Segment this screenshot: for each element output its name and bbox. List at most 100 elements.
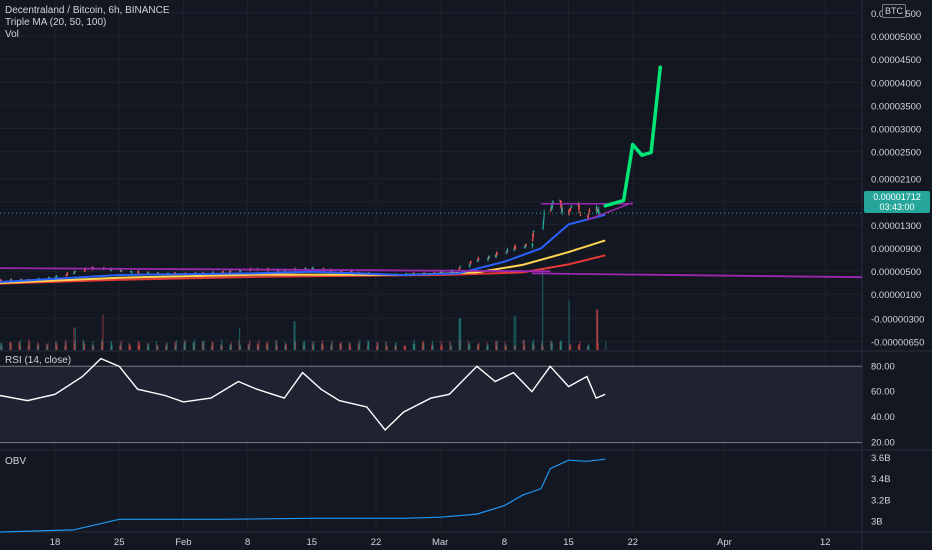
volume-bar: [37, 343, 39, 350]
volume-bar: [320, 343, 323, 350]
volume-bar: [531, 342, 534, 350]
time-axis-tick: 12: [820, 537, 831, 548]
volume-bar: [311, 342, 313, 350]
price-axis-tick: 0.00000500: [871, 267, 921, 278]
candle-body: [477, 258, 480, 260]
volume-bar: [330, 343, 332, 350]
volume-bar: [394, 345, 396, 350]
volume-bar: [166, 343, 168, 350]
candle-body: [222, 272, 225, 274]
volume-bar: [404, 345, 406, 350]
volume-bar: [496, 341, 498, 350]
obv-label[interactable]: OBV: [5, 456, 27, 467]
volume-bar: [569, 343, 571, 350]
volume-bar: [514, 345, 516, 350]
rsi-band-fill: [0, 366, 862, 443]
candle-body: [229, 271, 232, 272]
candle-body: [560, 202, 563, 209]
volume-bar: [83, 342, 85, 350]
volume-bar: [321, 340, 324, 350]
volume-bar: [597, 342, 599, 350]
rsi-label[interactable]: RSI (14, close): [5, 355, 72, 366]
volume-bar: [441, 346, 443, 350]
candle-body: [74, 270, 76, 273]
volume-bar: [221, 346, 223, 350]
volume-label[interactable]: Vol: [5, 29, 19, 40]
volume-bar: [449, 341, 451, 350]
volume-bar: [542, 346, 544, 350]
volume-bar: [111, 344, 113, 350]
candle-body: [130, 271, 133, 273]
volume-bar: [460, 318, 462, 350]
volume-bar: [367, 340, 370, 350]
candle-body: [350, 271, 353, 273]
volume-bar: [110, 346, 112, 350]
volume-bar: [513, 315, 515, 350]
candle-body: [561, 208, 563, 213]
volume-bar: [303, 345, 305, 350]
volume-bar: [569, 345, 571, 350]
volume-bar: [55, 340, 57, 350]
volume-bar: [395, 345, 398, 350]
candle-body: [596, 208, 599, 211]
volume-bar: [440, 345, 442, 350]
volume-bar: [248, 343, 250, 350]
volume-bar: [18, 341, 20, 350]
volume-bar: [339, 343, 341, 350]
volume-bar: [294, 342, 297, 350]
volume-bar: [331, 340, 333, 350]
price-axis-tick: 0.00005000: [871, 32, 921, 43]
volume-bar: [339, 342, 341, 350]
volume-bar: [532, 342, 534, 350]
time-axis-tick: Apr: [717, 537, 732, 548]
volume-bar: [459, 339, 461, 350]
volume-bar: [431, 345, 433, 350]
obv-axis-tick: 3B: [871, 516, 883, 527]
volume-bar: [275, 340, 277, 350]
volume-bar: [524, 345, 526, 350]
volume-bar: [266, 341, 269, 350]
time-axis-tick: Mar: [432, 537, 448, 548]
volume-bar: [174, 345, 176, 350]
volume-bar: [74, 341, 76, 350]
volume-bar: [138, 345, 140, 350]
candle-body: [542, 217, 545, 220]
volume-bar: [18, 342, 21, 350]
volume-bar: [587, 345, 589, 350]
volume-bar: [28, 339, 30, 350]
obv-axis-tick: 3.4B: [871, 474, 891, 485]
price-axis-tick: 0.00001300: [871, 221, 921, 232]
volume-bar: [47, 343, 49, 350]
volume-bar: [413, 343, 415, 350]
volume-bar: [111, 341, 113, 350]
price-axis-tick: 0.00003500: [871, 101, 921, 112]
volume-bar: [577, 345, 579, 350]
triple-ma-label[interactable]: Triple MA (20, 50, 100): [5, 17, 107, 28]
volume-bar: [559, 342, 561, 350]
volume-bar: [587, 344, 590, 350]
grid: [0, 0, 862, 532]
volume-bar: [568, 300, 570, 350]
volume-bar: [82, 339, 84, 350]
candle-body: [532, 231, 535, 233]
volume-bar: [523, 341, 525, 350]
volume-bar: [36, 345, 38, 350]
time-axis-tick: 25: [114, 537, 125, 548]
volume-bar: [212, 341, 214, 350]
time-axis-tick: 22: [627, 537, 638, 548]
price-axis-tick: 0.00003000: [871, 125, 921, 136]
volume-bar: [359, 339, 361, 350]
volume-bar: [450, 346, 453, 350]
volume-bar: [19, 345, 21, 350]
volume-bar: [348, 342, 351, 350]
candle-body: [569, 210, 571, 212]
time-axis-tick: 22: [371, 537, 382, 548]
volume-bar: [560, 340, 562, 350]
volume-bar: [284, 345, 286, 350]
rsi-axis-tick: 80.00: [871, 361, 895, 372]
volume-bar: [358, 345, 360, 350]
volume-bar: [495, 341, 497, 350]
price-axis-tick: 0.00004500: [871, 55, 921, 66]
volume-bar: [486, 346, 488, 350]
